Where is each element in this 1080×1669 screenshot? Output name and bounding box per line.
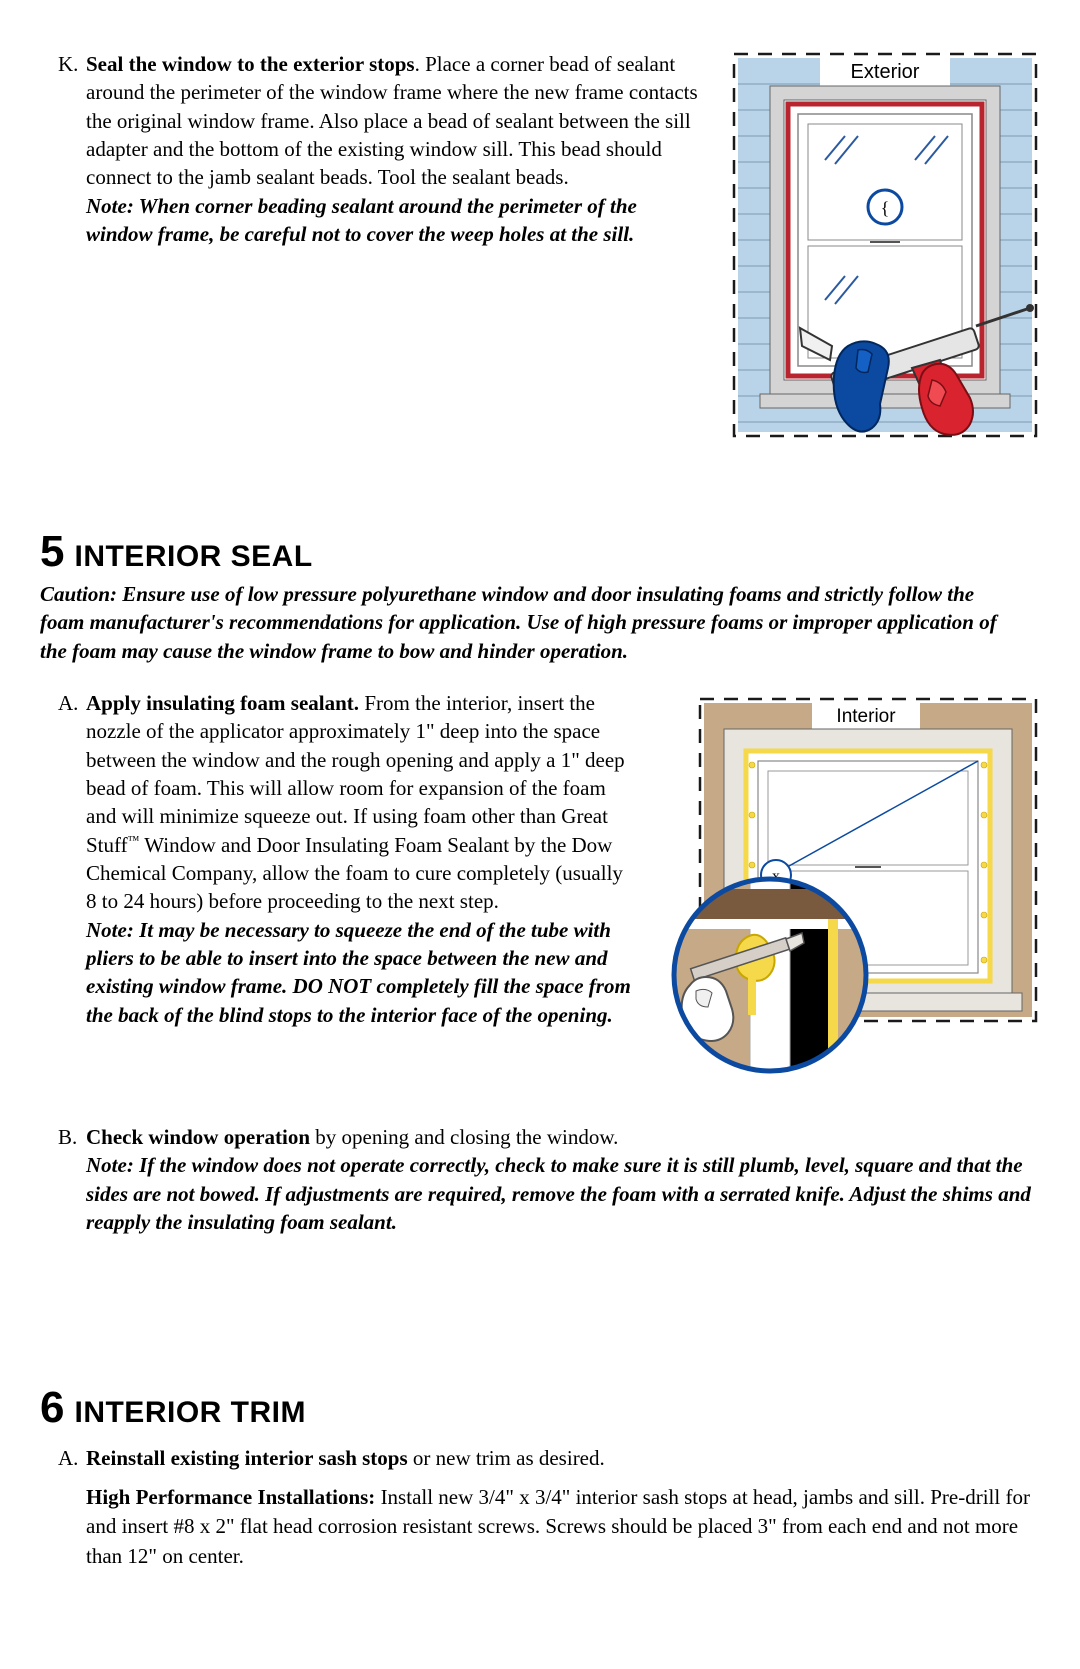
step-k-paragraph: Seal the window to the exterior stops. P… — [86, 50, 706, 192]
interior-label: Interior — [836, 706, 896, 727]
section-6-heading: 6 INTERIOR TRIM — [40, 1386, 1040, 1430]
step-5a-note: Note: It may be necessary to squeeze the… — [86, 916, 636, 1029]
step-6a-letter: A. — [58, 1444, 78, 1472]
exterior-label: Exterior — [851, 61, 920, 83]
step-6a-sub-lead: High Performance Installations: — [86, 1485, 375, 1509]
svg-text:{: { — [881, 198, 890, 218]
section-5-caution: Caution: Ensure use of low pressure poly… — [40, 580, 1000, 665]
step-k-note: Note: When corner beading sealant around… — [86, 192, 706, 249]
section-6-title: INTERIOR TRIM — [74, 1396, 306, 1430]
step-5a-body2: Window and Door Insulating Foam Sealant … — [86, 833, 623, 914]
step-6a-paragraph: Reinstall existing interior sash stops o… — [86, 1444, 1040, 1472]
section-6-number: 6 — [40, 1386, 64, 1430]
step-5a-text-block: A. Apply insulating foam sealant. From t… — [40, 689, 636, 1095]
step-k-item: K. Seal the window to the exterior stops… — [86, 50, 706, 248]
step-5a-item: A. Apply insulating foam sealant. From t… — [86, 689, 636, 1029]
section-5-title: INTERIOR SEAL — [74, 540, 312, 574]
step-5b-section: B. Check window operation by opening and… — [40, 1123, 1040, 1236]
step-5a-paragraph: Apply insulating foam sealant. From the … — [86, 689, 636, 916]
step-5b-letter: B. — [58, 1123, 77, 1151]
step-5b-item: B. Check window operation by opening and… — [86, 1123, 1040, 1236]
step-5b-lead: Check window operation — [86, 1125, 310, 1149]
section-5-number: 5 — [40, 530, 64, 574]
step-5a-lead: Apply insulating foam sealant. — [86, 691, 359, 715]
step-6a-lead: Reinstall existing interior sash stops — [86, 1446, 408, 1470]
step-6a-section: A. Reinstall existing interior sash stop… — [40, 1444, 1040, 1571]
step-5b-body: by opening and closing the window. — [310, 1125, 618, 1149]
step-k-letter: K. — [58, 50, 78, 78]
step-5b-note: Note: If the window does not operate cor… — [86, 1151, 1040, 1236]
step-5a-section: A. Apply insulating foam sealant. From t… — [40, 689, 1040, 1095]
step-k-section: K. Seal the window to the exterior stops… — [40, 50, 1040, 440]
exterior-illustration: Exterior { — [730, 50, 1040, 440]
step-5b-paragraph: Check window operation by opening and cl… — [86, 1123, 1040, 1151]
detail-circle-icon — [674, 879, 866, 1071]
step-5a-letter: A. — [58, 689, 78, 717]
section-5-heading: 5 INTERIOR SEAL — [40, 530, 1040, 574]
step-k-text-block: K. Seal the window to the exterior stops… — [40, 50, 706, 440]
interior-illustration: Interior x — [660, 695, 1040, 1095]
step-6a-item: A. Reinstall existing interior sash stop… — [86, 1444, 1040, 1571]
step-k-lead: Seal the window to the exterior stops — [86, 52, 415, 76]
step-5a-tm: ™ — [128, 833, 140, 847]
step-6a-body: or new trim as desired. — [408, 1446, 605, 1470]
step-6a-sub: High Performance Installations: Install … — [86, 1483, 1040, 1571]
